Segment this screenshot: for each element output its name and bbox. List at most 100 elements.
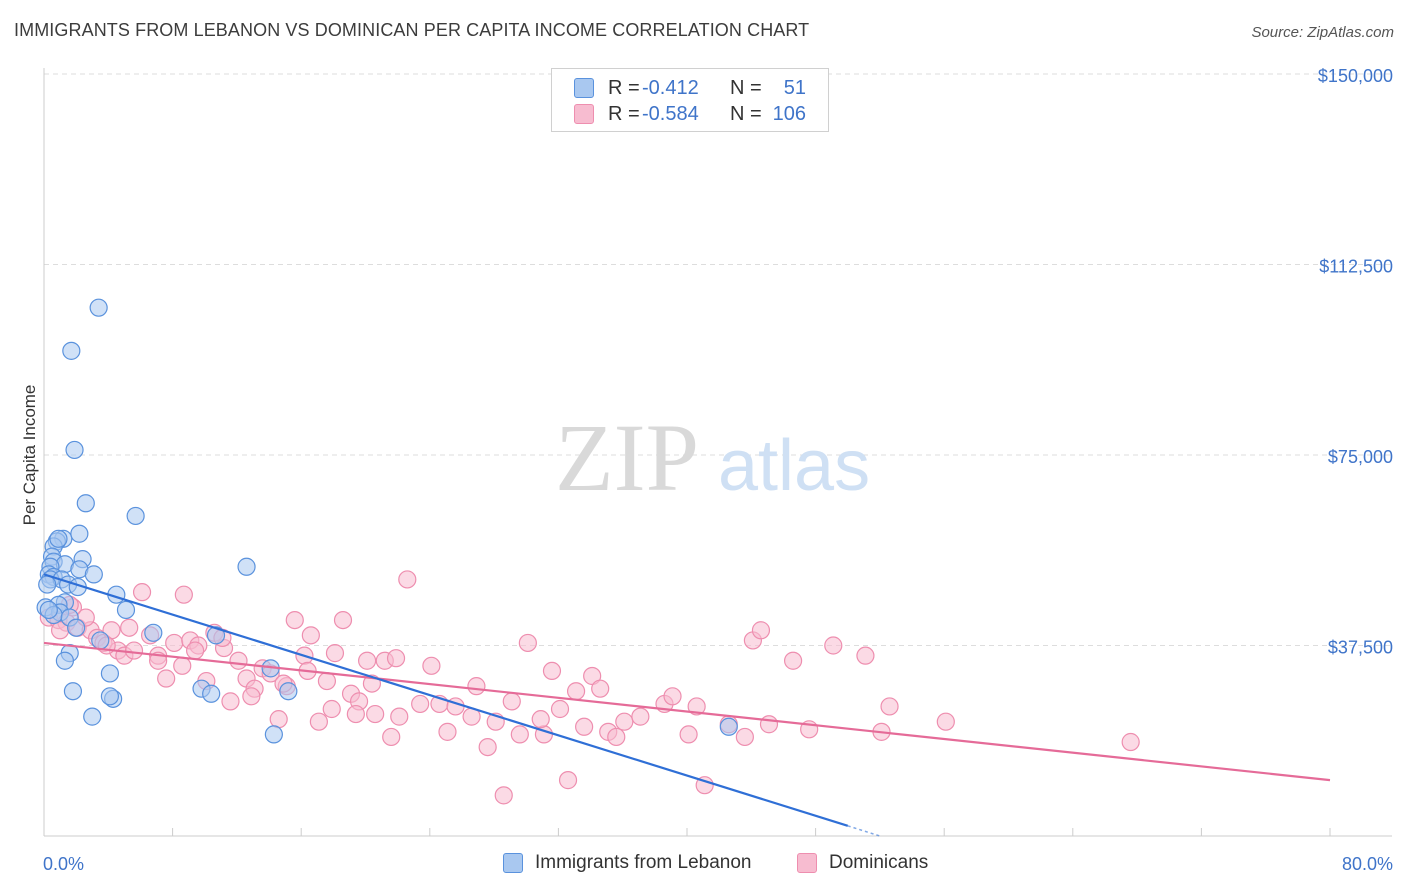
bottom-legend-dominicans: Dominicans — [797, 852, 928, 874]
dominican-point — [165, 633, 184, 653]
dominican-point — [317, 671, 337, 691]
y-tick-label: $112,500 — [1319, 257, 1393, 277]
lebanon-point — [126, 506, 145, 526]
lebanon-points — [36, 298, 738, 744]
dominican-point — [1121, 732, 1140, 752]
dominican-point — [269, 710, 288, 729]
dominican-point — [679, 725, 698, 744]
lebanon-point — [144, 623, 163, 642]
dominican-point — [438, 722, 457, 741]
dominican-point — [856, 646, 875, 665]
dominican-point — [510, 725, 529, 744]
legend-r-label: R = — [608, 102, 640, 125]
lebanon-point — [49, 529, 68, 548]
dominican-point — [880, 697, 899, 716]
lebanon-point — [100, 664, 120, 683]
legend-swatch-pink — [574, 104, 594, 124]
dominican-point — [759, 715, 779, 734]
y-tick-label: $150,000 — [1318, 66, 1393, 86]
legend-swatch-blue — [574, 78, 594, 98]
dominican-point — [366, 704, 385, 724]
legend-r-value: -0.584 — [642, 102, 699, 125]
dominican-point — [695, 776, 714, 795]
lebanon-point — [65, 440, 84, 460]
dominican-point — [382, 727, 401, 747]
legend-r-value: -0.412 — [642, 76, 699, 99]
lebanon-point — [38, 575, 57, 594]
lebanon-point — [70, 524, 89, 543]
dominican-point — [542, 661, 562, 681]
dominican-point — [502, 692, 521, 711]
bottom-legend-label: Immigrants from Lebanon — [535, 852, 752, 873]
dominican-point — [174, 585, 193, 604]
axes — [43, 68, 1392, 837]
lebanon-point — [67, 618, 86, 637]
dominican-point — [390, 707, 409, 726]
dominican-point — [478, 737, 497, 757]
lebanon-point — [237, 557, 256, 576]
dominican-point — [346, 704, 365, 724]
lebanon-point — [91, 631, 110, 650]
dominican-point — [663, 687, 682, 706]
lebanon-point — [55, 651, 74, 670]
dominican-point — [687, 697, 706, 716]
y-tick-label: $75,000 — [1328, 447, 1393, 467]
watermark-zip: ZIP — [555, 404, 699, 511]
y-tick-label: $37,500 — [1328, 638, 1393, 658]
dominican-point — [229, 651, 248, 670]
lebanon-point — [39, 600, 58, 620]
dominican-point — [398, 570, 417, 589]
dominican-point — [751, 621, 771, 640]
lebanon-point — [89, 298, 108, 317]
lebanon-trend-line — [43, 573, 849, 827]
x-tick-label-min: 0.0% — [43, 854, 84, 874]
dominican-point — [325, 644, 345, 663]
dominican-point — [411, 694, 430, 714]
legend-n-value: 106 — [772, 102, 806, 125]
legend-n-label: N = — [730, 102, 762, 125]
lebanon-trend-extension — [847, 825, 881, 837]
dominican-point — [386, 649, 406, 668]
x-tick-label-max: 80.0% — [1342, 854, 1393, 874]
y-tick-labels: $37,500 $75,000 $112,500 $150,000 — [1318, 66, 1393, 658]
correlation-legend: R = -0.412 N = 51 R = -0.584 N = 106 — [551, 68, 829, 132]
lebanon-point — [76, 494, 95, 513]
dominicans-trend-line — [43, 641, 1331, 782]
dominican-point — [558, 771, 578, 790]
dominican-point — [422, 656, 441, 675]
dominican-point — [824, 636, 843, 655]
legend-row-lebanon: R = -0.412 N = 51 — [574, 76, 806, 100]
watermark-atlas: atlas — [718, 426, 870, 506]
dominican-point — [518, 633, 537, 653]
legend-r-label: R = — [608, 76, 640, 99]
lebanon-point — [206, 626, 226, 645]
lebanon-point — [83, 707, 102, 726]
dominican-point — [631, 707, 650, 726]
watermark: ZIP atlas — [555, 404, 870, 511]
dominican-point — [575, 717, 594, 736]
dominican-point — [467, 677, 486, 696]
lebanon-point — [62, 341, 81, 360]
lebanon-point — [116, 600, 136, 620]
dominican-point — [615, 712, 634, 731]
bottom-legend-lebanon: Immigrants from Lebanon — [503, 852, 752, 874]
trend-lines — [43, 573, 1331, 837]
dominican-point — [783, 651, 803, 670]
lebanon-point — [264, 725, 283, 744]
source-label: Source: ZipAtlas.com — [1251, 24, 1394, 41]
lebanon-point — [63, 682, 83, 701]
dominican-point — [358, 651, 377, 670]
dominican-point — [591, 679, 610, 698]
legend-n-label: N = — [730, 76, 762, 99]
dominican-point — [531, 710, 550, 729]
lebanon-point — [100, 687, 120, 706]
dominican-point — [173, 656, 192, 675]
dominican-point — [124, 641, 144, 660]
lebanon-point — [84, 565, 103, 584]
chart-title: IMMIGRANTS FROM LEBANON VS DOMINICAN PER… — [14, 20, 810, 40]
dominican-point — [607, 727, 626, 747]
dominican-point — [132, 583, 152, 602]
dominican-point — [936, 712, 955, 731]
dominican-point — [550, 699, 570, 719]
